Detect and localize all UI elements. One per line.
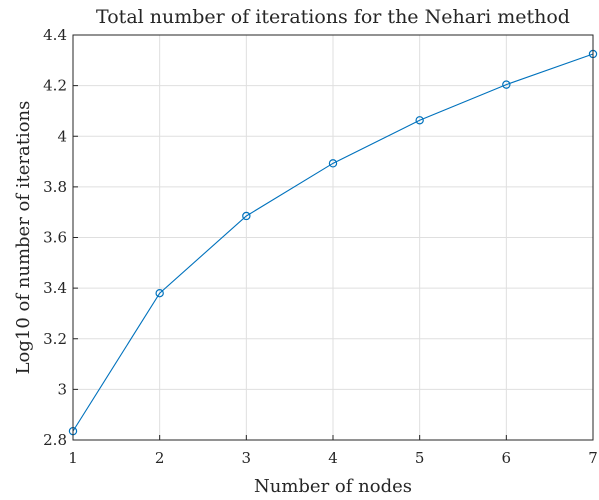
data-point-marker [242, 211, 251, 221]
axes [72, 34, 594, 441]
x-tick-label: 4 [328, 449, 338, 467]
gridlines [72, 34, 594, 441]
data-point-marker [415, 116, 424, 125]
y-tick-label: 3.2 [43, 330, 67, 348]
x-axis-label: Number of nodes [254, 476, 412, 497]
chart-title: Total number of iterations for the Nehar… [96, 6, 570, 28]
series-line [72, 53, 594, 432]
data-point-marker [502, 80, 511, 89]
y-tick-label: 4.2 [43, 77, 67, 95]
x-tick-label: 1 [68, 449, 78, 467]
x-tick-label: 2 [155, 449, 165, 467]
x-tick-label: 3 [242, 449, 252, 467]
y-tick-label: 3.6 [43, 229, 67, 247]
y-axis-label: Log10 of number of iterations [13, 101, 34, 375]
x-tick-label: 6 [502, 449, 512, 467]
x-tick-label: 7 [588, 449, 598, 467]
data-point-marker [155, 288, 164, 298]
tick-labels: 1 2 3 4 5 6 7 2.8 3 3.2 3.4 3.6 3.8 4 4.2 4.4 [43, 26, 598, 467]
y-tick-label: 3.8 [43, 178, 67, 196]
y-tick-label: 3 [57, 380, 67, 398]
y-tick-label: 4 [57, 127, 67, 145]
y-tick-label: 3.4 [43, 279, 67, 297]
y-tick-label: 2.8 [43, 431, 67, 449]
data-point-marker [328, 159, 338, 168]
y-tick-label: 4.4 [43, 26, 67, 44]
x-tick-label: 5 [415, 449, 425, 467]
